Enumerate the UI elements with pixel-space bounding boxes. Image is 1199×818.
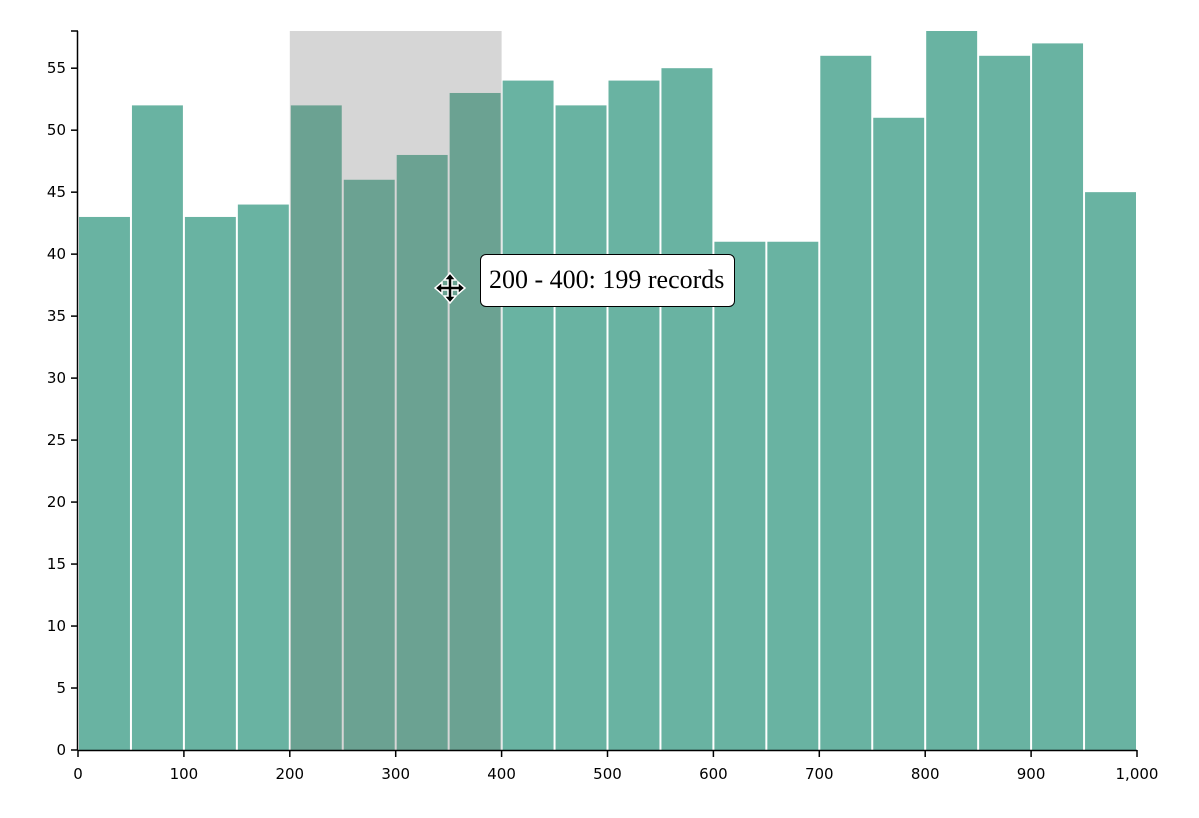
y-tick-label: 30 [47, 369, 66, 387]
x-tick-label: 0 [73, 765, 83, 783]
move-cursor-icon [434, 272, 466, 304]
y-tick-label: 25 [47, 431, 66, 449]
y-tick-label: 50 [47, 121, 66, 139]
histogram-bar [608, 80, 660, 751]
x-tick-label: 900 [1017, 765, 1046, 783]
histogram-bar [79, 216, 130, 751]
x-tick-label: 500 [593, 765, 622, 783]
x-tick-label: 100 [170, 765, 199, 783]
x-tick-label: 400 [487, 765, 516, 783]
y-tick-label: 0 [56, 741, 66, 759]
histogram-bar [555, 105, 607, 750]
histogram-bar [396, 154, 448, 750]
x-tick-label: 1,000 [1116, 765, 1159, 783]
x-axis: 0 100 200 300 400 500 600 700 800 900 1,000 [73, 749, 1159, 783]
histogram-bar [131, 105, 183, 750]
y-tick-label: 45 [47, 183, 66, 201]
histogram-bar [184, 216, 236, 751]
histogram-bar [1085, 192, 1136, 751]
x-tick-label: 800 [911, 765, 940, 783]
histogram-bar [926, 31, 978, 750]
histogram-bar [237, 204, 289, 750]
histogram-bar [979, 55, 1031, 751]
bars-layer [79, 31, 1136, 751]
y-tick-label: 20 [47, 493, 66, 511]
y-tick-label: 5 [56, 679, 66, 697]
y-tick-label: 10 [47, 617, 66, 635]
y-axis: 0 5 10 15 20 25 30 35 40 45 50 55 [47, 30, 79, 759]
histogram-bar [661, 68, 713, 751]
y-tick-label: 35 [47, 307, 66, 325]
tooltip: 200 - 400: 199 records [480, 254, 736, 307]
y-tick-label: 55 [47, 59, 66, 77]
y-tick-label: 15 [47, 555, 66, 573]
x-tick-label: 300 [381, 765, 410, 783]
histogram-bar [343, 179, 395, 751]
y-tick-label: 40 [47, 245, 66, 263]
histogram-bar [449, 92, 501, 750]
histogram-bar [1032, 43, 1084, 751]
x-tick-label: 200 [275, 765, 304, 783]
x-tick-label: 700 [805, 765, 834, 783]
histogram-bar [873, 117, 925, 750]
histogram-bar [502, 80, 554, 751]
histogram-bar [290, 105, 342, 750]
x-tick-label: 600 [699, 765, 728, 783]
histogram-bar [714, 241, 766, 750]
histogram-bar [767, 241, 819, 750]
histogram-bar [820, 55, 872, 751]
